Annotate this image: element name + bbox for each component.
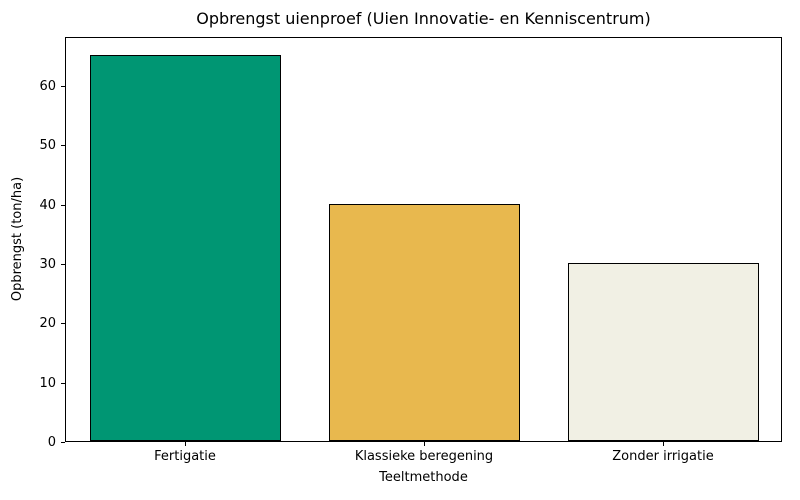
y-tick-label: 0 <box>47 435 56 450</box>
y-tick-label: 20 <box>39 316 56 331</box>
bar-zonder-irrigatie <box>568 263 759 441</box>
y-tick-mark <box>61 264 65 265</box>
chart-title: Opbrengst uienproef (Uien Innovatie- en … <box>196 9 651 28</box>
x-tick-label-klassieke-beregening: Klassieke beregening <box>354 449 494 464</box>
x-tick-mark <box>663 442 664 446</box>
y-tick-label: 10 <box>39 376 56 391</box>
y-tick-label: 30 <box>39 257 56 272</box>
x-tick-label-zonder-irrigatie: Zonder irrigatie <box>612 449 714 464</box>
y-tick-label: 60 <box>39 79 56 94</box>
y-tick-label: 50 <box>39 138 56 153</box>
y-tick-mark <box>61 205 65 206</box>
y-tick-label: 40 <box>39 198 56 213</box>
y-tick-mark <box>61 145 65 146</box>
plot-area <box>65 37 782 442</box>
y-tick-mark <box>61 86 65 87</box>
bar-fertigatie <box>90 55 281 441</box>
bar-klassieke-beregening <box>329 204 520 441</box>
y-tick-mark <box>61 383 65 384</box>
x-tick-label-fertigatie: Fertigatie <box>154 449 216 464</box>
x-tick-mark <box>185 442 186 446</box>
x-axis-label: Teeltmethode <box>379 470 468 485</box>
y-tick-mark <box>61 323 65 324</box>
y-axis-label: Opbrengst (ton/ha) <box>10 176 25 302</box>
x-tick-mark <box>424 442 425 446</box>
y-tick-mark <box>61 442 65 443</box>
